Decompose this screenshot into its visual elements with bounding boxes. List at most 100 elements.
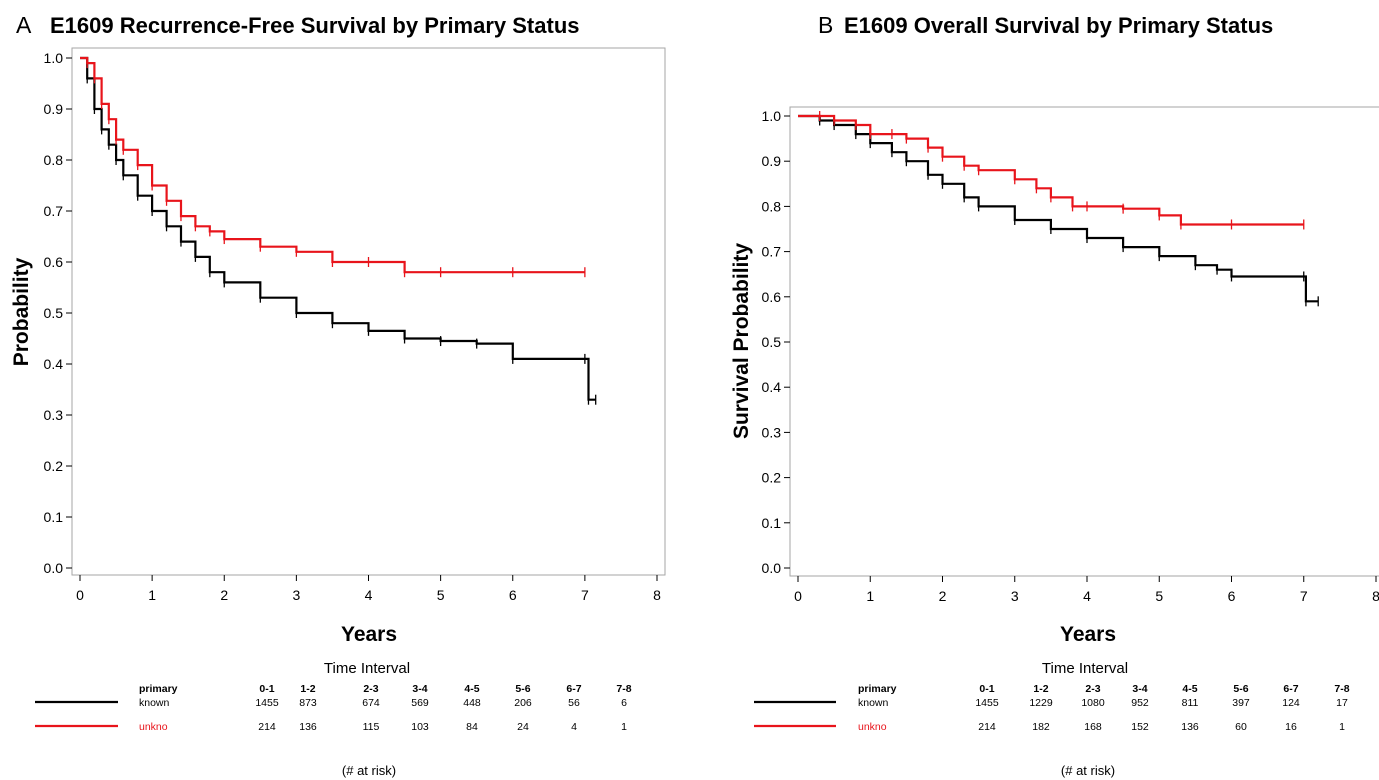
risk-interval-header: 4-5 <box>1182 683 1197 695</box>
y-tick-label: 0.2 <box>44 458 64 474</box>
risk-count: 136 <box>1181 721 1199 733</box>
risk-row-label: known <box>858 697 889 709</box>
panel-a-risk-table: Time Interval primary (# at risk) 0-1 1-2… <box>35 660 632 778</box>
panel-b-plot-frame <box>789 106 1379 577</box>
survival-curve-unkno <box>798 114 1304 226</box>
risk-count: 1 <box>1339 721 1345 733</box>
risk-count: 124 <box>1282 697 1300 709</box>
risk-count: 103 <box>411 721 429 733</box>
y-tick-label: 0.3 <box>762 424 782 440</box>
risk-count: 873 <box>299 697 317 709</box>
risk-count: 206 <box>514 697 532 709</box>
y-tick-label: 0.2 <box>762 470 782 486</box>
risk-interval-header: 7-8 <box>616 683 631 695</box>
y-tick-label: 0.8 <box>44 152 64 168</box>
risk-interval-header: 6-7 <box>1283 683 1298 695</box>
y-tick-label: 0.8 <box>762 198 782 214</box>
x-tick-label: 7 <box>581 587 589 603</box>
risk-count: 952 <box>1131 697 1149 709</box>
risk-interval-header: 7-8 <box>1334 683 1349 695</box>
panel-a-risk-footer: (# at risk) <box>342 763 396 778</box>
risk-interval-header: 1-2 <box>1033 683 1048 695</box>
y-tick-label: 0.6 <box>762 289 782 305</box>
risk-interval-header: 0-1 <box>259 683 274 695</box>
panel-b-title: E1609 Overall Survival by Primary Status <box>844 13 1273 38</box>
risk-row-label: unkno <box>858 721 887 733</box>
y-tick-label: 0.7 <box>44 203 64 219</box>
risk-count: 152 <box>1131 721 1149 733</box>
x-tick-label: 1 <box>148 587 156 603</box>
risk-interval-header: 5-6 <box>515 683 530 695</box>
x-tick-label: 3 <box>1011 588 1019 604</box>
panel-a-risk-header: Time Interval <box>324 660 410 677</box>
panel-a-x-axis-label: Years <box>341 623 397 646</box>
panel-b-curves <box>798 111 1319 307</box>
risk-count: 84 <box>466 721 478 733</box>
risk-count: 569 <box>411 697 429 709</box>
y-tick-label: 1.0 <box>44 50 64 66</box>
y-tick-label: 0.7 <box>762 244 782 260</box>
x-tick-label: 2 <box>939 588 947 604</box>
risk-interval-header: 5-6 <box>1233 683 1248 695</box>
risk-count: 4 <box>571 721 577 733</box>
panel-b-risk-table: Time Interval primary (# at risk) 0-1 1-2… <box>754 660 1350 778</box>
x-tick-label: 7 <box>1300 588 1308 604</box>
y-tick-label: 0.0 <box>762 560 782 576</box>
risk-interval-header: 3-4 <box>1132 683 1147 695</box>
risk-count: 1455 <box>975 697 999 709</box>
risk-interval-header: 2-3 <box>363 683 378 695</box>
x-tick-label: 2 <box>220 587 228 603</box>
panel-b-risk-label-header: primary <box>858 683 897 695</box>
risk-interval-header: 4-5 <box>464 683 479 695</box>
x-tick-label: 6 <box>1228 588 1236 604</box>
y-tick-label: 0.9 <box>762 153 782 169</box>
panel-b-x-axis: 0 1 2 3 4 5 6 7 8 <box>794 576 1379 604</box>
panel-b-letter: B <box>818 12 833 38</box>
risk-row-label: unkno <box>139 721 168 733</box>
risk-interval-header: 0-1 <box>979 683 994 695</box>
risk-count: 214 <box>978 721 996 733</box>
risk-interval-header: 2-3 <box>1085 683 1100 695</box>
y-tick-label: 0.0 <box>44 560 64 576</box>
panel-b-y-axis-label: Survival Probability <box>730 243 753 439</box>
risk-count: 448 <box>463 697 481 709</box>
y-tick-label: 0.4 <box>762 379 782 395</box>
risk-count: 17 <box>1336 697 1348 709</box>
panel-b-risk-footer: (# at risk) <box>1061 763 1115 778</box>
risk-count: 56 <box>568 697 580 709</box>
y-tick-label: 0.1 <box>44 509 64 525</box>
risk-count: 60 <box>1235 721 1247 733</box>
risk-count: 1455 <box>255 697 279 709</box>
y-tick-label: 0.3 <box>44 407 64 423</box>
x-tick-label: 4 <box>1083 588 1091 604</box>
x-tick-label: 1 <box>866 588 874 604</box>
y-tick-label: 0.6 <box>44 254 64 270</box>
x-tick-label: 0 <box>76 587 84 603</box>
risk-count: 24 <box>517 721 529 733</box>
risk-count: 182 <box>1032 721 1050 733</box>
x-tick-label: 5 <box>1155 588 1163 604</box>
x-tick-label: 5 <box>437 587 445 603</box>
x-tick-label: 4 <box>365 587 373 603</box>
panel-a-risk-label-header: primary <box>139 683 178 695</box>
risk-count: 16 <box>1285 721 1297 733</box>
risk-interval-header: 1-2 <box>300 683 315 695</box>
risk-count: 811 <box>1182 697 1199 709</box>
panel-b-y-axis: 0.0 0.1 0.2 0.3 0.4 0.5 0.6 0.7 0.8 0.9 1.0 <box>762 108 790 576</box>
x-tick-label: 0 <box>794 588 802 604</box>
x-tick-label: 3 <box>292 587 300 603</box>
panel-a-title: E1609 Recurrence-Free Survival by Primar… <box>50 13 580 38</box>
risk-interval-header: 6-7 <box>566 683 581 695</box>
x-tick-label: 8 <box>1372 588 1379 604</box>
y-tick-label: 1.0 <box>762 108 782 124</box>
panel-a-y-axis-label: Probability <box>10 257 33 366</box>
risk-count: 1229 <box>1029 697 1053 709</box>
x-tick-label: 8 <box>653 587 661 603</box>
survival-curve-known <box>798 114 1319 303</box>
y-tick-label: 0.5 <box>762 334 782 350</box>
y-tick-label: 0.5 <box>44 305 64 321</box>
risk-count: 397 <box>1232 697 1250 709</box>
risk-count: 6 <box>621 697 627 709</box>
risk-count: 136 <box>299 721 317 733</box>
